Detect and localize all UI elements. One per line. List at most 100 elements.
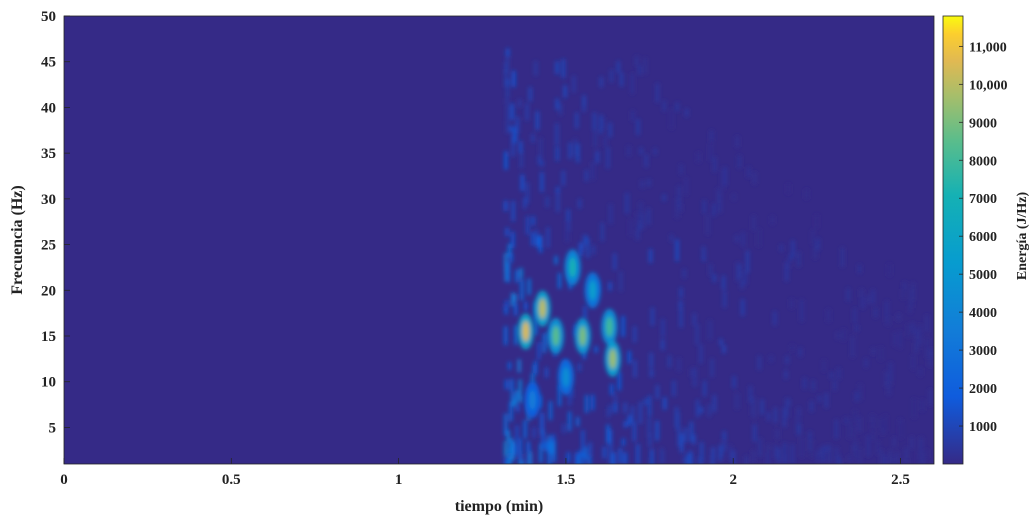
hotspot	[528, 390, 536, 410]
texture-streak	[540, 412, 544, 434]
texture-streak	[655, 420, 659, 441]
texture-streak	[925, 337, 929, 359]
texture-streak	[517, 359, 521, 373]
texture-streak	[684, 177, 688, 195]
colorbar-tick-label: 6000	[969, 230, 997, 245]
texture-streak	[692, 313, 696, 326]
texture-streak	[822, 359, 826, 372]
texture-streak	[505, 227, 509, 237]
texture-streak	[518, 379, 522, 400]
texture-streak	[649, 369, 653, 378]
texture-streak	[888, 449, 892, 464]
texture-streak	[685, 108, 689, 117]
texture-streak	[775, 428, 779, 439]
texture-streak	[710, 358, 714, 378]
texture-streak	[903, 282, 907, 290]
texture-streak	[583, 306, 587, 320]
texture-streak	[837, 367, 841, 380]
texture-streak	[855, 325, 859, 332]
texture-streak	[621, 316, 625, 337]
texture-streak	[911, 282, 915, 301]
texture-streak	[884, 371, 888, 388]
texture-streak	[511, 135, 515, 157]
texture-streak	[695, 324, 699, 345]
texture-streak	[581, 430, 585, 450]
texture-streak	[777, 447, 781, 464]
texture-streak	[738, 263, 742, 279]
texture-streak	[800, 299, 804, 322]
texture-streak	[837, 457, 841, 464]
texture-streak	[561, 170, 565, 186]
texture-streak	[511, 292, 515, 307]
hotspot	[609, 348, 617, 369]
texture-streak	[917, 451, 921, 464]
plot-background	[64, 16, 934, 464]
texture-streak	[555, 123, 559, 146]
texture-streak	[685, 453, 689, 464]
texture-streak	[858, 383, 862, 401]
texture-streak	[805, 189, 809, 199]
hotspot	[522, 321, 530, 342]
texture-streak	[677, 185, 681, 208]
texture-streak	[505, 121, 509, 134]
texture-streak	[741, 231, 745, 247]
texture-streak	[505, 55, 509, 75]
texture-streak	[815, 214, 819, 228]
texture-streak	[879, 346, 883, 361]
texture-streak	[504, 151, 508, 170]
texture-streak	[609, 429, 613, 450]
texture-streak	[508, 361, 512, 370]
texture-streak	[555, 98, 559, 110]
texture-streak	[906, 323, 910, 338]
texture-streak	[677, 357, 681, 372]
texture-streak	[858, 447, 862, 464]
texture-streak	[898, 418, 902, 426]
texture-streak	[881, 428, 885, 435]
texture-streak	[625, 192, 629, 214]
texture-streak	[627, 145, 631, 157]
texture-streak	[897, 313, 901, 321]
texture-streak	[568, 142, 572, 159]
texture-streak	[712, 203, 716, 217]
texture-streak	[741, 299, 745, 316]
texture-streak	[582, 451, 586, 464]
texture-streak	[811, 380, 815, 391]
texture-streak	[682, 268, 686, 279]
texture-streak	[660, 447, 664, 464]
texture-streak	[653, 148, 657, 155]
texture-streak	[785, 356, 789, 364]
texture-streak	[545, 367, 549, 378]
texture-streak	[526, 453, 530, 464]
texture-streak	[803, 377, 807, 389]
texture-streak	[707, 404, 711, 417]
texture-streak	[774, 444, 778, 459]
texture-streak	[760, 399, 764, 415]
texture-streak	[751, 449, 755, 463]
texture-streak	[527, 278, 531, 295]
texture-streak	[556, 191, 560, 213]
texture-streak	[575, 112, 579, 129]
texture-streak	[853, 308, 857, 323]
texture-streak	[901, 289, 905, 300]
texture-streak	[519, 141, 523, 153]
texture-streak	[507, 243, 511, 257]
texture-streak	[534, 360, 538, 375]
texture-streak	[510, 393, 514, 401]
texture-streak	[511, 200, 515, 222]
texture-streak	[644, 398, 648, 406]
texture-streak	[582, 105, 586, 113]
texture-streak	[712, 395, 716, 412]
texture-streak	[582, 95, 586, 109]
texture-streak	[566, 209, 570, 232]
texture-streak	[899, 422, 903, 439]
texture-streak	[672, 380, 676, 397]
texture-streak	[528, 87, 532, 102]
y-tick-label: 20	[41, 283, 56, 299]
texture-streak	[591, 162, 595, 180]
texture-streak	[767, 412, 771, 421]
texture-streak	[650, 449, 654, 464]
texture-streak	[687, 458, 691, 464]
texture-streak	[851, 335, 855, 358]
texture-streak	[542, 332, 546, 353]
